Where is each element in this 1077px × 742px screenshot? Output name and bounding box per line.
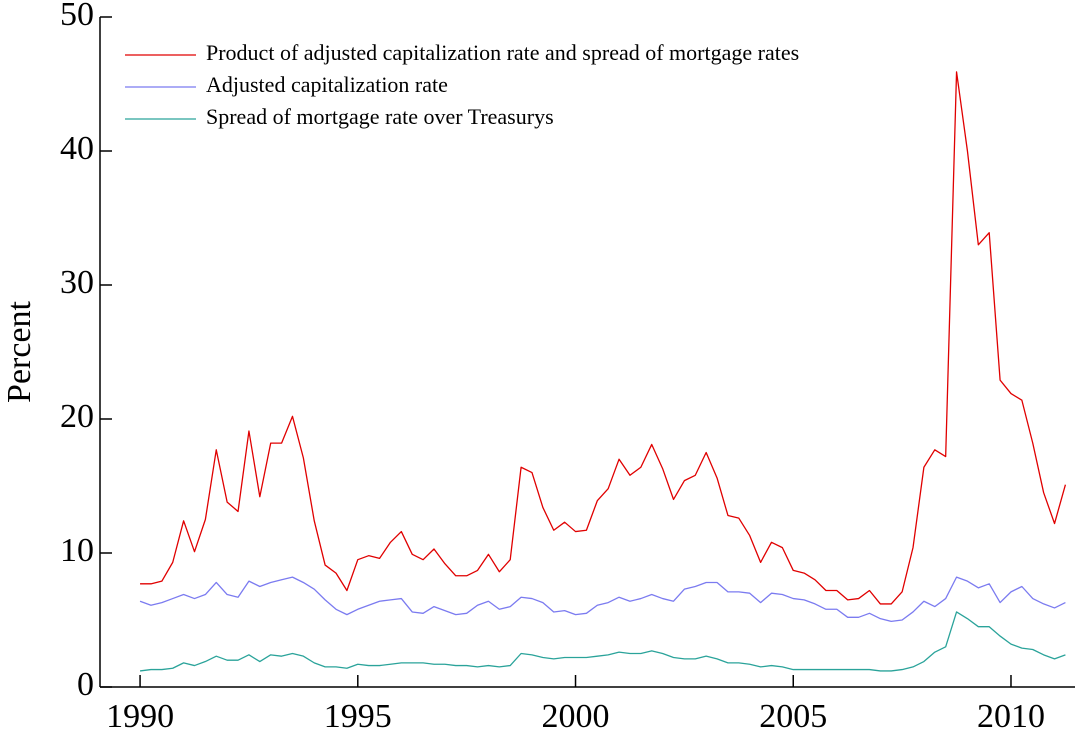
y-tick-label: 20: [60, 398, 94, 435]
y-tick-label: 40: [60, 130, 94, 167]
legend-label: Adjusted capitalization rate: [206, 72, 448, 97]
series-line: [139, 576, 1066, 622]
x-tick-label: 1995: [324, 698, 392, 735]
y-tick-label: 30: [60, 264, 94, 301]
y-axis-label: Percent: [1, 300, 38, 403]
series-line: [139, 611, 1066, 672]
y-tick-label: 50: [60, 0, 94, 33]
series-line: [140, 71, 1067, 605]
x-tick-label: 2000: [542, 698, 610, 735]
x-tick-label: 1990: [106, 698, 174, 735]
y-tick-label: 0: [77, 666, 94, 703]
x-tick-label: 2010: [977, 698, 1045, 735]
y-tick-label: 10: [60, 532, 94, 569]
legend-label: Spread of mortgage rate over Treasurys: [206, 104, 554, 129]
x-tick-label: 2005: [759, 698, 827, 735]
legend-label: Product of adjusted capitalization rate …: [206, 40, 799, 65]
